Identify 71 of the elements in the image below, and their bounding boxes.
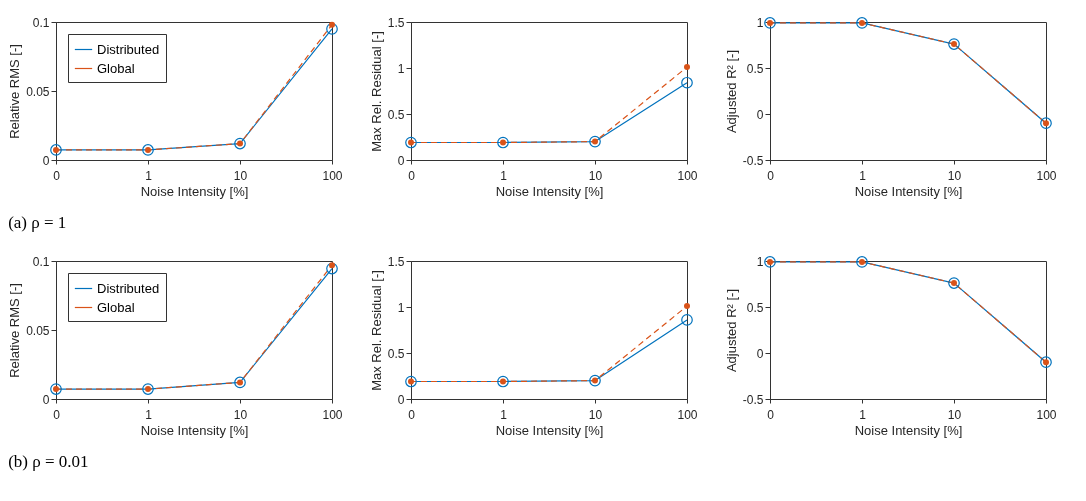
x-tick-label: 1 <box>500 168 508 183</box>
x-axis-title: Noise Intensity [%] <box>140 183 249 199</box>
y-tick-label: -0.5 <box>742 153 764 168</box>
x-tick-label: 100 <box>322 407 343 422</box>
y-tick-label: 0.1 <box>32 15 50 30</box>
x-tick-label: 0 <box>408 407 416 422</box>
y-tick-label: 1.5 <box>387 15 405 30</box>
legend-label: Global <box>97 299 135 315</box>
x-tick-label: 1 <box>145 407 153 422</box>
y-tick-label: 0.5 <box>387 107 405 122</box>
y-tick-label: 0.5 <box>387 346 405 361</box>
point <box>326 23 338 35</box>
x-axis-title: Noise Intensity [%] <box>495 183 604 199</box>
point <box>326 262 338 275</box>
x-axis-title: Noise Intensity [%] <box>495 422 604 438</box>
x-tick-label: 0 <box>767 168 775 183</box>
text: (b) ρ = 0.01 <box>8 451 89 471</box>
y-tick-label: 0 <box>756 107 764 122</box>
text: (a) ρ = 1 <box>8 212 67 232</box>
y-tick-label: 0.5 <box>746 300 764 315</box>
y-tick-label: 0 <box>42 153 50 168</box>
y-tick-label: 1 <box>397 300 405 315</box>
x-tick-label: 0 <box>408 168 416 183</box>
x-tick-label: 10 <box>588 407 603 422</box>
point <box>684 64 690 71</box>
x-tick-label: 100 <box>1036 168 1057 183</box>
y-tick-label: 1.5 <box>387 254 405 269</box>
y-tick-label: -0.5 <box>742 392 764 407</box>
y-axis-title: Relative RMS [-] <box>7 283 23 378</box>
x-tick-label: 100 <box>1036 407 1057 422</box>
x-tick-label: 0 <box>53 168 61 183</box>
y-tick-label: 0.5 <box>746 61 764 76</box>
point <box>329 21 335 28</box>
y-tick-label: 0.1 <box>32 254 50 269</box>
legend-label: Distributed <box>97 280 160 296</box>
y-tick-label: 0.05 <box>26 84 50 99</box>
point <box>681 76 693 89</box>
x-tick-label: 0 <box>53 407 61 422</box>
y-axis-title: Adjusted R² [-] <box>723 288 739 373</box>
x-tick-label: 10 <box>947 407 962 422</box>
x-tick-label: 100 <box>677 168 698 183</box>
x-tick-label: 10 <box>588 168 603 183</box>
x-tick-label: 10 <box>947 168 962 183</box>
y-axis-title: Adjusted R² [-] <box>723 49 739 134</box>
y-tick-label: 0 <box>397 153 405 168</box>
x-tick-label: 1 <box>145 168 153 183</box>
y-axis-title: Max Rel. Residual [-] <box>368 270 384 391</box>
legend-label: Distributed <box>97 41 160 57</box>
legend-label: Global <box>97 60 135 76</box>
x-tick-label: 0 <box>767 407 775 422</box>
x-tick-label: 100 <box>677 407 698 422</box>
x-axis-title: Noise Intensity [%] <box>854 422 963 438</box>
y-tick-label: 0.05 <box>26 323 50 338</box>
x-tick-label: 1 <box>500 407 508 422</box>
y-tick-label: 1 <box>756 15 764 30</box>
x-axis-title: Noise Intensity [%] <box>854 183 963 199</box>
x-tick-label: 1 <box>859 168 867 183</box>
x-tick-label: 10 <box>233 168 248 183</box>
x-axis-title: Noise Intensity [%] <box>140 422 249 438</box>
x-tick-label: 1 <box>859 407 867 422</box>
y-tick-label: 0 <box>397 392 405 407</box>
y-axis-title: Max Rel. Residual [-] <box>368 31 384 152</box>
x-tick-label: 100 <box>322 168 343 183</box>
y-axis-title: Relative RMS [-] <box>7 44 23 139</box>
y-tick-label: 1 <box>397 61 405 76</box>
x-tick-label: 10 <box>233 407 248 422</box>
y-tick-label: 0 <box>756 346 764 361</box>
point <box>684 303 690 310</box>
y-tick-label: 1 <box>756 254 764 269</box>
y-tick-label: 0 <box>42 392 50 407</box>
point <box>681 314 693 326</box>
